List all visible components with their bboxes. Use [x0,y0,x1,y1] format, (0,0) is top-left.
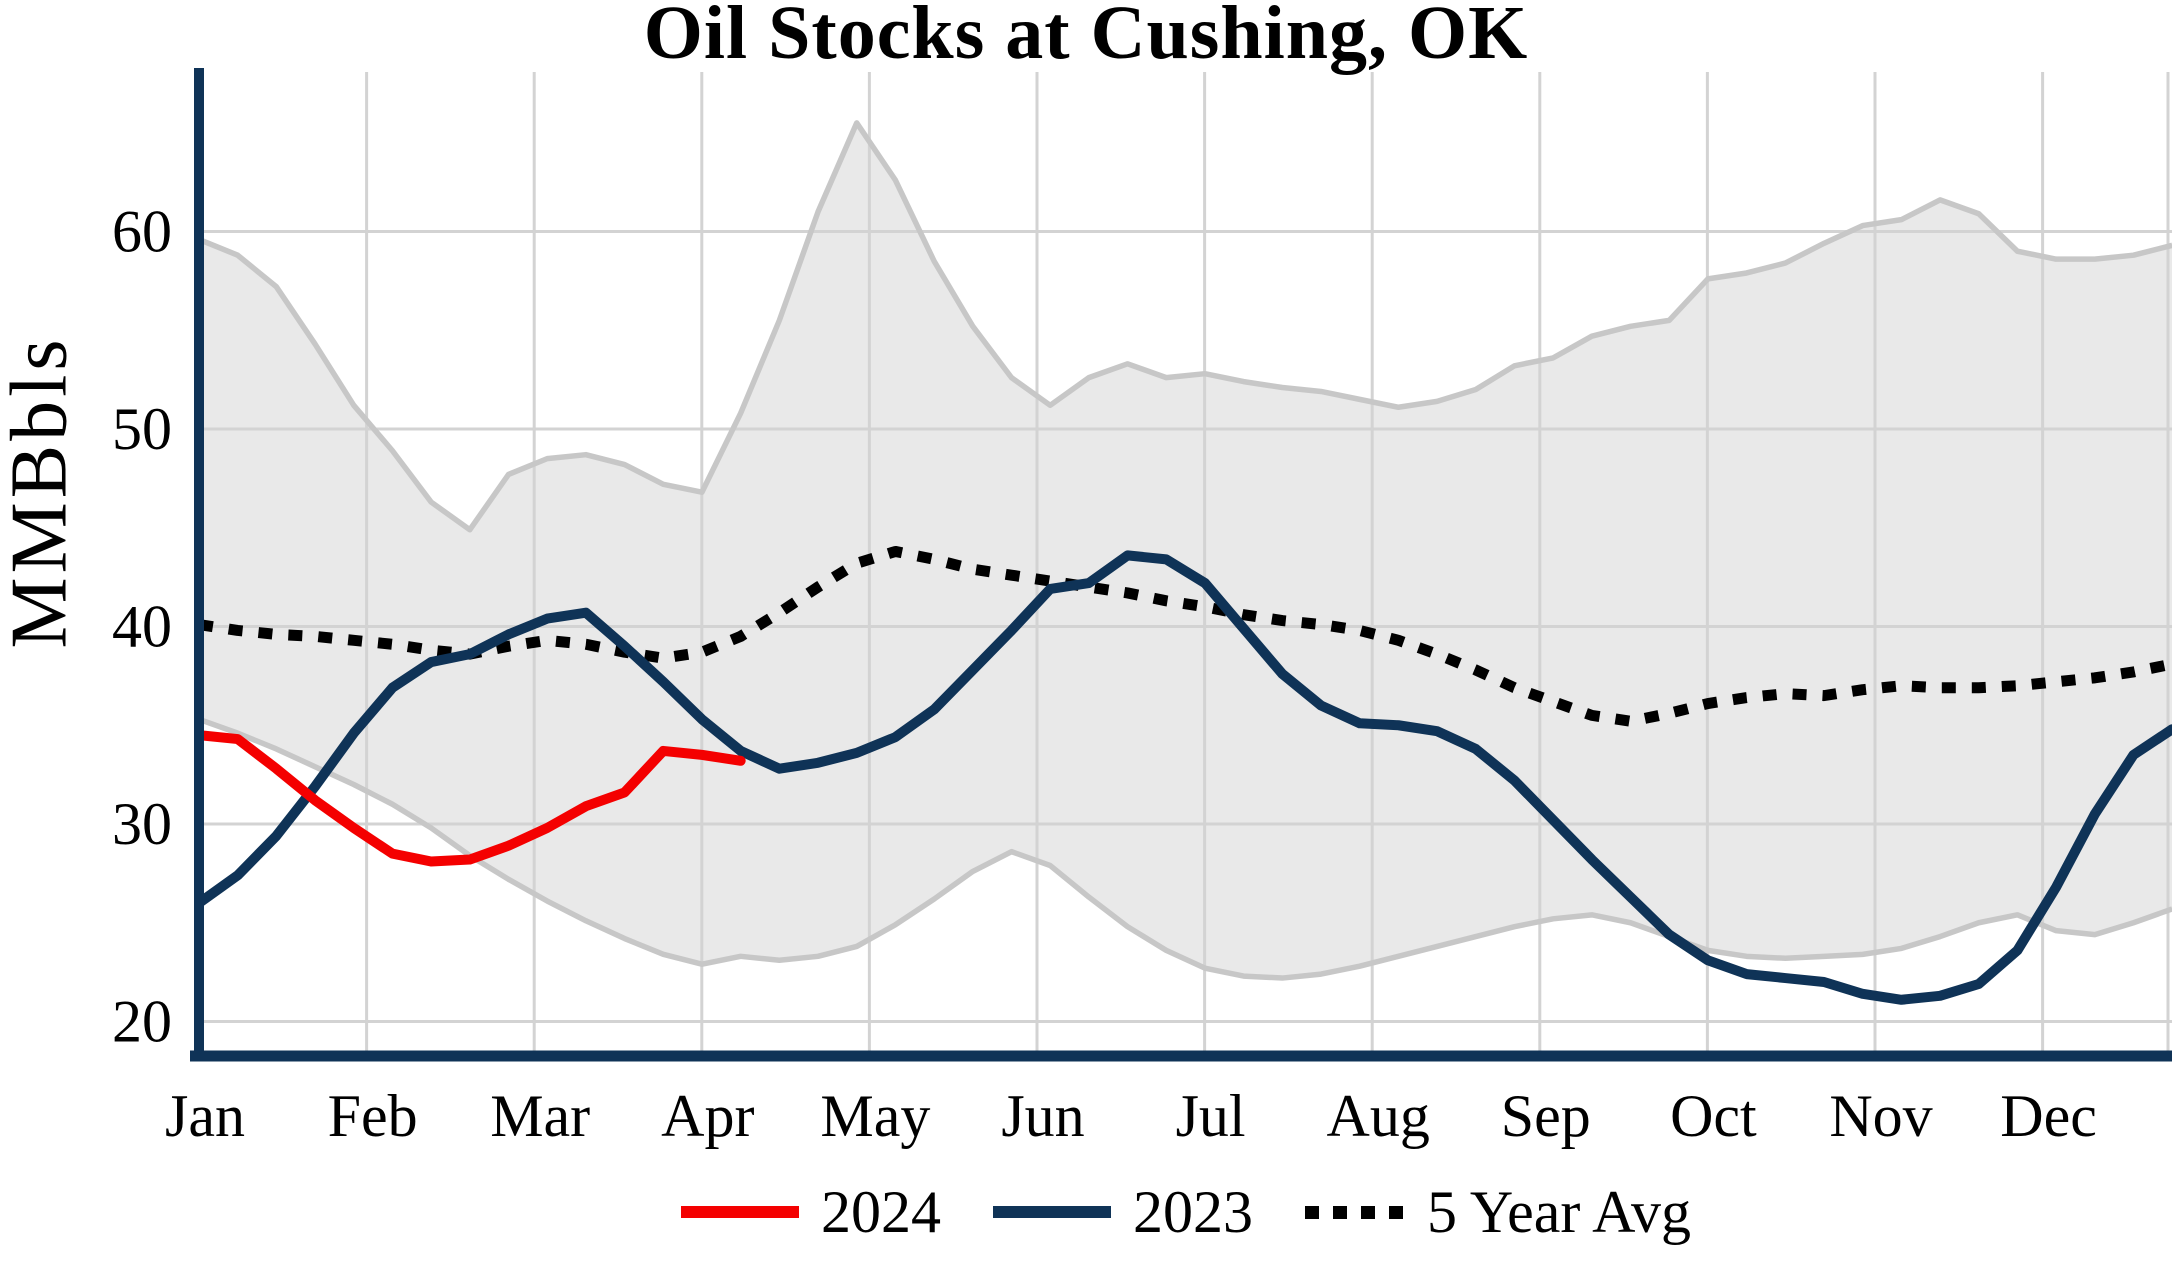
range-band [199,122,2172,979]
legend-swatch-5-year-avg-dotted-line [1305,1205,1406,1219]
x-tick-label-dec: Dec [2000,1083,2097,1149]
x-tick-label-jul: Jul [1176,1083,1246,1149]
x-tick-label-feb: Feb [328,1083,418,1149]
legend-item-5-year-avg: 5 Year Avg [1305,1182,1691,1242]
y-tick-label-30: 30 [112,791,172,857]
y-tick-label-40: 40 [112,594,172,660]
x-tick-label-nov: Nov [1829,1083,1932,1149]
y-tick-label-20: 20 [112,989,172,1055]
y-axis-label: MMBbls [0,335,84,649]
x-tick-label-jun: Jun [1001,1083,1084,1149]
legend-swatch-2024-line [681,1206,800,1218]
chart-title: Oil Stocks at Cushing, OK [643,0,1529,75]
range-band-upper-edge [197,120,2172,533]
x-tick-label-mar: Mar [490,1083,590,1149]
legend-item-2023: 2023 [993,1182,1253,1242]
x-tick-label-aug: Aug [1327,1083,1430,1149]
legend-label-5-year-avg: 5 Year Avg [1427,1179,1691,1245]
x-tick-label-sep: Sep [1501,1083,1591,1149]
legend-label-2024: 2024 [821,1179,942,1245]
range-band-lower-edge [198,716,2172,981]
series-2023-line [194,550,2172,1005]
legend: 2024 2023 5 Year Avg [100,1182,2172,1242]
series-5-year-avg-line [198,545,2172,727]
x-tick-label-oct: Oct [1670,1083,1757,1149]
x-tick-label-may: May [820,1083,930,1149]
y-tick-label-50: 50 [112,396,172,462]
y-tick-label-60: 60 [112,199,172,265]
legend-swatch-2023-line [993,1206,1112,1218]
series-2024-line [194,730,746,867]
legend-label-2023: 2023 [1133,1179,1254,1245]
legend-item-2024: 2024 [681,1182,941,1242]
x-tick-label-jan: Jan [165,1083,245,1149]
x-tick-label-apr: Apr [661,1083,754,1149]
